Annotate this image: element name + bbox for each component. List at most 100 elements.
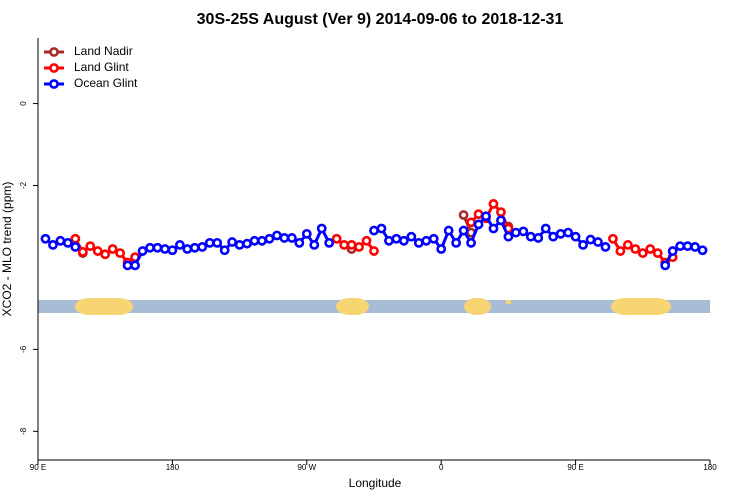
data-point [234, 240, 245, 250]
data-point [428, 233, 439, 244]
data-point [100, 249, 111, 260]
data-point [346, 240, 357, 250]
data-point [481, 211, 491, 222]
data-point [458, 225, 469, 236]
data-point [107, 244, 118, 254]
data-point [570, 231, 581, 242]
data-point [309, 240, 320, 250]
data-point [279, 233, 290, 243]
land-segment [336, 298, 369, 315]
data-point [622, 240, 633, 250]
data-point [466, 217, 476, 228]
data-point [92, 246, 103, 256]
x-tick-label: 180 [703, 463, 717, 472]
data-point [182, 244, 193, 254]
x-tick-label: 180 [166, 463, 180, 472]
data-point [70, 242, 81, 252]
data-point [630, 244, 641, 254]
data-point [264, 233, 275, 244]
x-tick-label: 90 E [567, 463, 583, 472]
data-point [488, 199, 499, 209]
y-axis-label: XCO2 - MLO trend (ppm) [0, 182, 14, 317]
y-tick-label: -8 [19, 427, 28, 435]
data-point [593, 237, 603, 247]
data-point [443, 225, 454, 236]
data-point [398, 235, 409, 246]
data-point [130, 260, 140, 271]
data-point [421, 235, 432, 246]
data-point [637, 248, 648, 258]
data-point [540, 223, 551, 234]
data-point [212, 237, 223, 248]
data-point [510, 227, 521, 238]
data-point [600, 242, 611, 252]
legend-label: Land Nadir [74, 44, 133, 58]
data-point [466, 237, 476, 248]
data-point [137, 246, 148, 256]
land-segment [464, 298, 491, 315]
data-point [204, 237, 215, 248]
data-point [496, 207, 506, 218]
data-point [503, 231, 514, 242]
land-segment [75, 298, 133, 315]
data-point [376, 223, 387, 234]
data-point [391, 233, 402, 244]
data-point [473, 209, 484, 220]
data-point [690, 242, 700, 252]
data-point [227, 237, 238, 247]
x-tick-label: 90 W [297, 463, 316, 472]
data-point [458, 210, 469, 220]
data-point [286, 233, 297, 243]
data-point [219, 245, 230, 256]
legend: Land Nadir Land Glint Ocean Glint [44, 44, 138, 90]
data-point [62, 237, 73, 248]
data-point [697, 245, 708, 256]
land-ocean-strip [38, 298, 710, 315]
data-point [555, 228, 566, 239]
y-tick-label: -2 [19, 181, 28, 189]
data-point [548, 231, 559, 242]
data-point [369, 246, 379, 256]
data-point [167, 245, 178, 256]
data-point [160, 244, 170, 254]
data-point [660, 260, 671, 271]
data-point [413, 237, 424, 248]
data-point [585, 234, 596, 245]
data-point [70, 233, 81, 244]
legend-label: Ocean Glint [74, 76, 138, 90]
legend-label: Land Glint [74, 60, 129, 74]
ocean-strip [38, 300, 710, 313]
data-point [242, 238, 252, 249]
data-point [145, 242, 155, 253]
data-point [122, 260, 133, 271]
data-point [361, 235, 372, 246]
data-point [652, 248, 663, 258]
data-point [85, 241, 96, 252]
data-point [174, 240, 185, 250]
data-point [451, 237, 462, 248]
data-point [488, 223, 499, 234]
data-point [189, 242, 200, 253]
data-point [406, 231, 417, 242]
x-tick-label: 0 [439, 463, 444, 472]
data-point [578, 240, 588, 250]
legend-marker [49, 79, 59, 89]
data-point [77, 246, 88, 257]
y-tick-label: 0 [19, 101, 28, 106]
data-point [518, 226, 529, 237]
data-point [331, 233, 342, 244]
data-point [525, 231, 536, 242]
data-point [249, 235, 260, 246]
data-point [197, 242, 208, 252]
y-tick-label: -6 [19, 345, 28, 353]
chart-title: 30S-25S August (Ver 9) 2014-09-06 to 201… [197, 11, 564, 28]
legend-marker [49, 63, 59, 73]
data-point [436, 244, 447, 254]
data-point [48, 240, 58, 250]
x-tick-label: 90 E [30, 463, 46, 472]
data-point [667, 246, 678, 256]
data-point [496, 215, 506, 226]
data-point [301, 228, 312, 239]
data-point [339, 240, 350, 250]
